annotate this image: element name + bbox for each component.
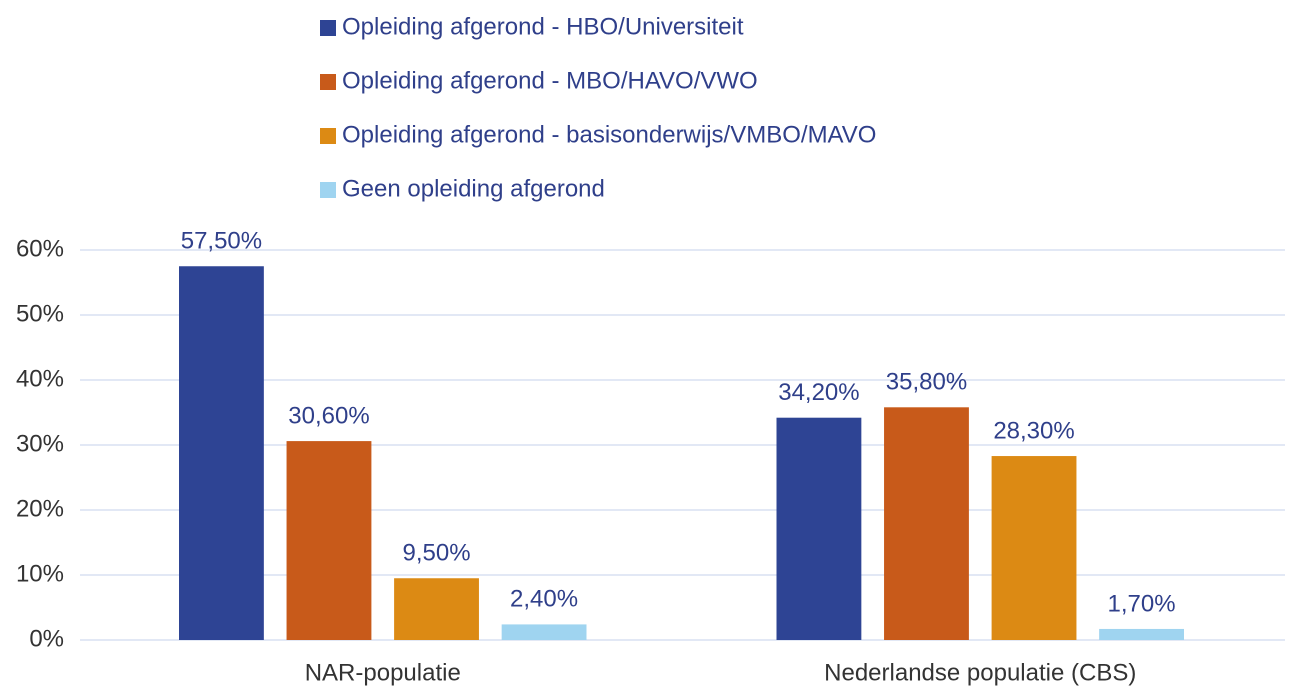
- bar: [394, 578, 479, 640]
- value-label: 57,50%: [181, 228, 262, 255]
- value-label: 1,70%: [1108, 590, 1176, 617]
- x-tick-label: Nederlandse populatie (CBS): [824, 659, 1136, 686]
- legend-swatch: [320, 128, 336, 144]
- bar: [179, 266, 264, 640]
- x-tick-label: NAR-populatie: [305, 659, 461, 686]
- legend-label: Geen opleiding afgerond: [342, 175, 605, 202]
- y-tick-label: 30%: [16, 430, 64, 457]
- value-label: 9,50%: [402, 540, 470, 567]
- value-label: 28,30%: [993, 417, 1074, 444]
- bar: [991, 456, 1077, 640]
- bar: [776, 417, 862, 640]
- bar: [501, 624, 587, 640]
- legend-swatch: [320, 20, 336, 36]
- legend-label: Opleiding afgerond - basisonderwijs/VMBO…: [342, 121, 876, 148]
- bar: [286, 441, 372, 640]
- y-tick-label: 0%: [29, 625, 64, 652]
- legend-label: Opleiding afgerond - HBO/Universiteit: [342, 13, 744, 40]
- y-tick-label: 40%: [16, 365, 64, 392]
- value-label: 30,60%: [288, 402, 369, 429]
- bar: [884, 407, 969, 640]
- y-tick-label: 50%: [16, 300, 64, 327]
- y-tick-label: 10%: [16, 560, 64, 587]
- y-tick-label: 20%: [16, 495, 64, 522]
- value-label: 34,20%: [778, 379, 859, 406]
- bar: [1099, 628, 1184, 640]
- value-label: 2,40%: [510, 586, 578, 613]
- legend-swatch: [320, 74, 336, 90]
- legend-label: Opleiding afgerond - MBO/HAVO/VWO: [342, 67, 758, 94]
- y-tick-label: 60%: [16, 235, 64, 262]
- value-label: 35,80%: [886, 369, 967, 396]
- legend-swatch: [320, 182, 336, 198]
